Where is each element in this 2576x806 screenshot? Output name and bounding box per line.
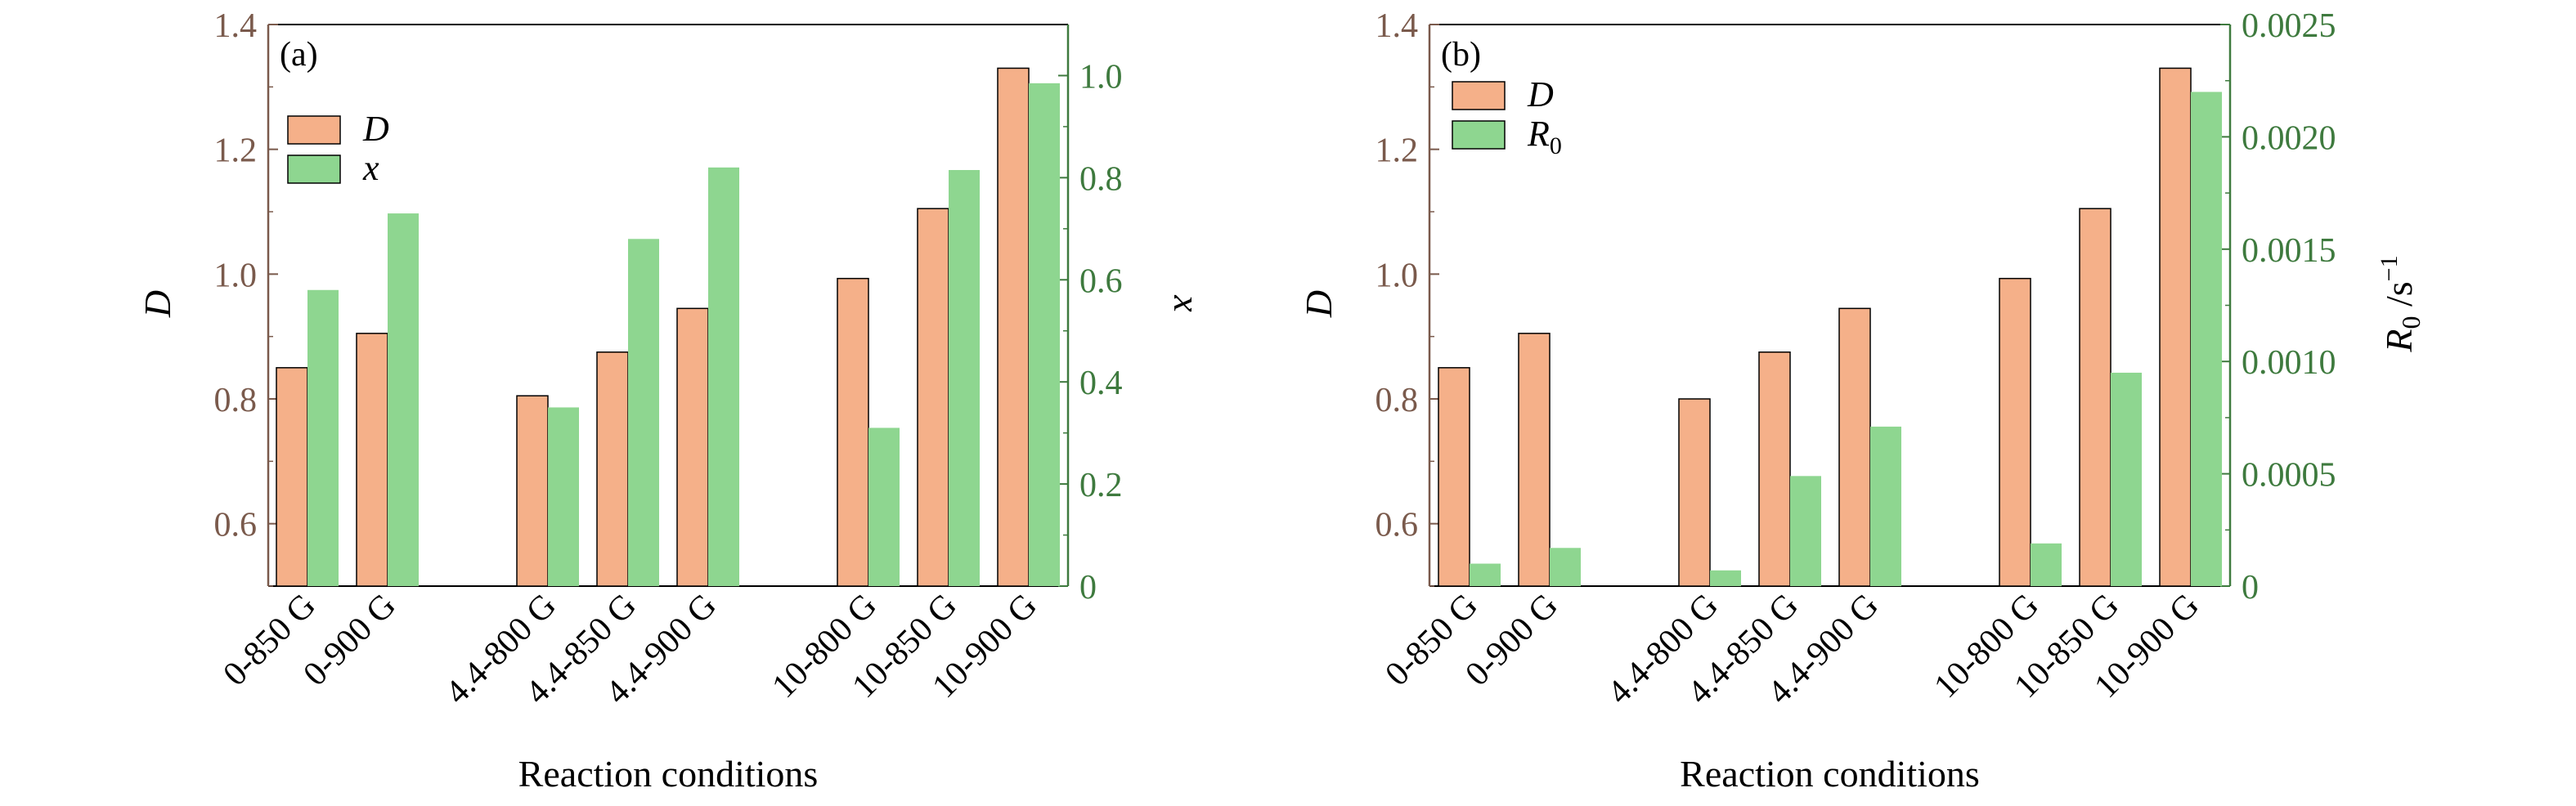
legend-label: R0: [1527, 114, 1562, 159]
right-tick-label: 0.0020: [2242, 119, 2336, 157]
x-axis-title: Reaction conditions: [518, 753, 819, 795]
left-tick-label: 0.6: [214, 507, 258, 544]
right-axis-title: R0 /s−1: [2376, 255, 2426, 352]
right-tick-label: 0: [1079, 569, 1097, 607]
right-tick-label: 0.0015: [2242, 232, 2336, 270]
bar-x: [1029, 83, 1060, 586]
bar-R0: [1790, 476, 1821, 586]
left-tick-label: 1.0: [1376, 257, 1419, 294]
right-tick-label: 0: [2242, 569, 2259, 607]
left-axis-title: D: [1298, 290, 1340, 318]
bar-x: [868, 428, 900, 586]
right-tick-label: 0.2: [1079, 467, 1123, 504]
bar-D: [1518, 333, 1551, 587]
bar-R0: [2191, 92, 2222, 586]
legend-label: D: [362, 109, 389, 149]
bar-x: [708, 167, 739, 586]
bar-R0: [1550, 548, 1581, 586]
bar-R0: [1710, 570, 1741, 586]
right-tick-label: 0.0005: [2242, 457, 2336, 495]
bar-x: [548, 407, 579, 586]
bar-R0: [2031, 543, 2062, 586]
right-tick-label: 1.0: [1079, 58, 1123, 96]
right-tick-label: 0.0025: [2242, 7, 2336, 45]
bar-D: [917, 208, 949, 587]
bar-x: [949, 169, 980, 586]
bar-D: [997, 67, 1030, 587]
panel-a: 0.60.81.01.21.400.20.40.60.81.00-850 G0-…: [137, 7, 1208, 795]
bar-D: [356, 333, 388, 587]
bar-R0: [1870, 426, 1901, 586]
bar-x: [388, 213, 419, 586]
right-tick-label: 0.8: [1079, 160, 1123, 198]
left-axis-title: D: [137, 290, 178, 318]
panel-label: (b): [1441, 36, 1481, 74]
bar-D: [2159, 67, 2192, 587]
bar-D: [1678, 398, 1711, 587]
panel-label: (a): [280, 36, 318, 74]
left-tick-label: 1.4: [214, 7, 258, 45]
x-axis-title: Reaction conditions: [1680, 753, 1980, 795]
bar-D: [1838, 307, 1871, 587]
bar-x: [628, 239, 659, 586]
left-tick-label: 1.0: [214, 257, 258, 294]
left-tick-label: 0.8: [1376, 382, 1419, 419]
bar-D: [1758, 352, 1791, 587]
bar-D: [2079, 208, 2112, 587]
legend-swatch: [1452, 120, 1506, 150]
legend-label: x: [362, 148, 379, 188]
bar-R0: [1470, 563, 1501, 586]
left-tick-label: 1.4: [1376, 7, 1419, 45]
legend-swatch: [287, 115, 341, 145]
left-tick-label: 1.2: [214, 132, 258, 170]
legend-swatch: [287, 154, 341, 184]
legend-swatch: [1452, 81, 1506, 110]
bar-D: [596, 352, 629, 587]
bar-D: [1438, 367, 1470, 587]
right-tick-label: 0.6: [1079, 262, 1123, 300]
bar-D: [837, 277, 869, 587]
right-tick-label: 0.4: [1079, 365, 1123, 402]
legend-label: D: [1527, 74, 1554, 114]
left-tick-label: 0.6: [1376, 507, 1419, 544]
right-axis-title: x: [1166, 294, 1208, 312]
bar-D: [1999, 277, 2031, 587]
bar-D: [516, 395, 549, 587]
panel-b: 0.6 0.8 1.0 1.2 1.4 0 0.0005 0.0010 0.0015 0.0020…: [1298, 7, 2426, 795]
left-tick-label: 0.8: [214, 382, 258, 419]
left-tick-label: 1.2: [1376, 132, 1419, 170]
bar-D: [276, 367, 308, 587]
bar-D: [676, 307, 709, 587]
bar-x: [307, 289, 339, 586]
bar-R0: [2111, 372, 2142, 586]
right-tick-label: 0.0010: [2242, 344, 2336, 382]
